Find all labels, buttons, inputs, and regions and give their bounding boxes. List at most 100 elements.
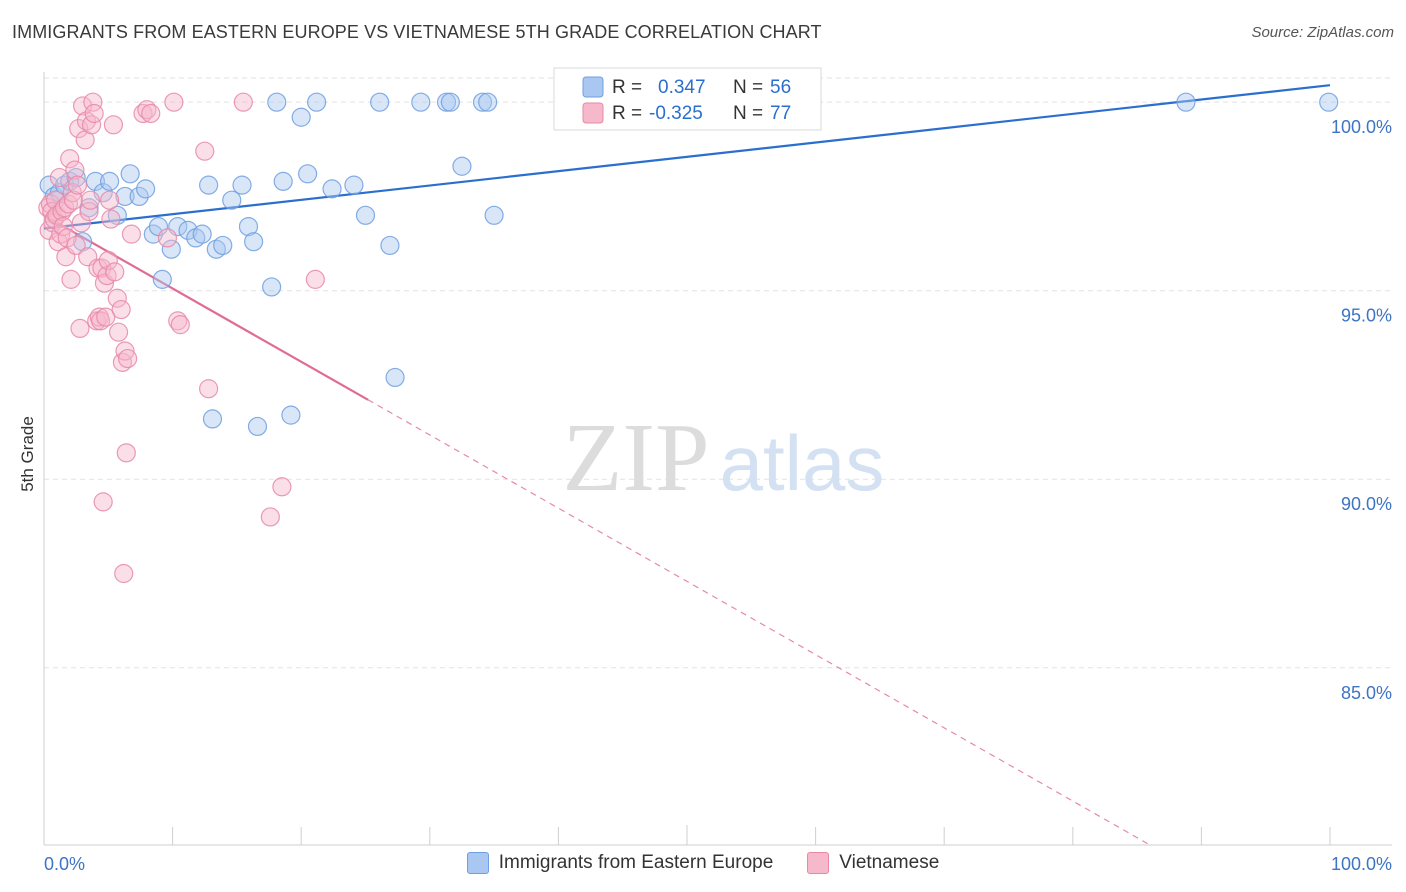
point-eastern-europe (161, 239, 181, 259)
point-eastern-europe (355, 205, 376, 225)
point-eastern-europe (199, 175, 219, 195)
point-vietnamese (108, 322, 129, 342)
trend-line-solid (43, 84, 1331, 230)
point-vietnamese (199, 379, 219, 399)
x-tick-labels: 0.0% 100.0% (44, 854, 1392, 874)
point-vietnamese (157, 228, 178, 248)
watermark: ZIP atlas (563, 404, 885, 512)
point-vietnamese (65, 160, 85, 180)
point-vietnamese (233, 92, 253, 112)
source-label: Source: ZipAtlas.com (1251, 24, 1394, 41)
legend-r-value-pink: -0.325 (649, 103, 703, 124)
legend-swatch-eastern-europe (466, 852, 489, 874)
point-eastern-europe (452, 156, 472, 176)
point-vietnamese (58, 194, 79, 214)
point-eastern-europe (385, 367, 405, 388)
point-vietnamese (115, 341, 135, 361)
legend-item-vietnamese[interactable]: Vietnamese (807, 852, 939, 874)
point-vietnamese (80, 190, 100, 210)
point-vietnamese (84, 103, 104, 124)
point-eastern-europe (281, 405, 301, 425)
point-eastern-europe (307, 92, 327, 112)
point-eastern-europe (238, 217, 259, 237)
legend-swatch-blue (582, 76, 604, 98)
point-eastern-europe (298, 164, 318, 184)
point-vietnamese (112, 352, 133, 372)
axes (43, 72, 1392, 846)
watermark-atlas: atlas (720, 419, 885, 507)
point-vietnamese (111, 299, 131, 320)
point-eastern-europe (213, 235, 233, 256)
point-vietnamese (49, 167, 70, 188)
point-eastern-europe (273, 171, 293, 191)
watermark-zip: ZIP (563, 404, 710, 512)
x-tick-label-max: 100.0% (1331, 854, 1392, 874)
legend-r-label-blue: R = (612, 77, 642, 98)
point-eastern-europe (115, 186, 135, 207)
point-eastern-europe (440, 92, 460, 112)
legend-n-label-pink: N = (733, 103, 763, 124)
point-vietnamese (70, 318, 90, 339)
point-eastern-europe (129, 186, 149, 207)
point-eastern-europe (99, 171, 120, 191)
point-eastern-europe (192, 224, 212, 244)
point-vietnamese (117, 348, 138, 369)
point-eastern-europe (411, 92, 431, 112)
trend-lines (43, 84, 1331, 846)
point-vietnamese (103, 115, 124, 135)
y-tick-label: 85.0% (1341, 683, 1392, 703)
point-vietnamese (90, 311, 111, 331)
point-eastern-europe (344, 175, 364, 195)
legend-n-value-pink: 77 (770, 103, 791, 124)
point-vietnamese (107, 288, 127, 308)
point-vietnamese (98, 250, 118, 271)
point-eastern-europe (262, 277, 282, 297)
point-eastern-europe (267, 92, 287, 112)
point-eastern-europe (178, 220, 198, 240)
point-eastern-europe (85, 171, 106, 191)
point-vietnamese (66, 235, 86, 256)
point-vietnamese (305, 269, 325, 289)
point-vietnamese (69, 118, 89, 139)
legend-item-eastern-europe[interactable]: Immigrants from Eastern Europe (466, 852, 773, 874)
point-vietnamese (116, 443, 136, 463)
point-vietnamese (67, 175, 88, 195)
y-axis-label: 5th Grade (18, 416, 37, 492)
point-eastern-europe (202, 409, 223, 429)
y-tick-label: 95.0% (1341, 306, 1392, 326)
y-tick-label: 100.0% (1331, 117, 1392, 137)
point-vietnamese (99, 190, 120, 210)
grid-lines (44, 77, 1392, 669)
stats-legend: R = 0.347 N = 56 R = -0.325 N = 77 (553, 67, 822, 131)
legend-swatch-vietnamese (807, 852, 830, 874)
point-vietnamese (137, 100, 157, 120)
trend-line-dashed (367, 399, 1151, 846)
point-eastern-europe (1176, 92, 1196, 112)
point-eastern-europe (322, 179, 342, 199)
point-vietnamese (170, 315, 190, 335)
point-vietnamese (47, 205, 67, 225)
x-tick-label-min: 0.0% (44, 854, 85, 874)
point-vietnamese (53, 217, 73, 237)
chart-title: IMMIGRANTS FROM EASTERN EUROPE VS VIETNA… (12, 22, 822, 42)
series-legend: Immigrants from Eastern Europe Vietnames… (0, 852, 1406, 874)
point-vietnamese (61, 269, 81, 289)
point-vietnamese (121, 224, 142, 244)
point-eastern-europe (380, 235, 400, 256)
point-eastern-europe (222, 190, 242, 210)
point-vietnamese (114, 563, 134, 584)
trend-line-solid (43, 214, 369, 401)
point-eastern-europe (484, 205, 504, 225)
point-eastern-europe (247, 416, 268, 437)
point-eastern-europe (472, 92, 493, 112)
point-vietnamese (141, 103, 161, 124)
point-vietnamese (105, 262, 125, 282)
point-vietnamese (272, 477, 292, 497)
point-eastern-europe (66, 167, 86, 188)
legend-n-value-blue: 56 (770, 77, 791, 98)
point-eastern-europe (370, 92, 390, 112)
point-vietnamese (71, 213, 91, 233)
legend-r-label-pink: R = (612, 103, 642, 124)
y-tick-label: 90.0% (1341, 494, 1392, 514)
point-vietnamese (81, 115, 102, 135)
